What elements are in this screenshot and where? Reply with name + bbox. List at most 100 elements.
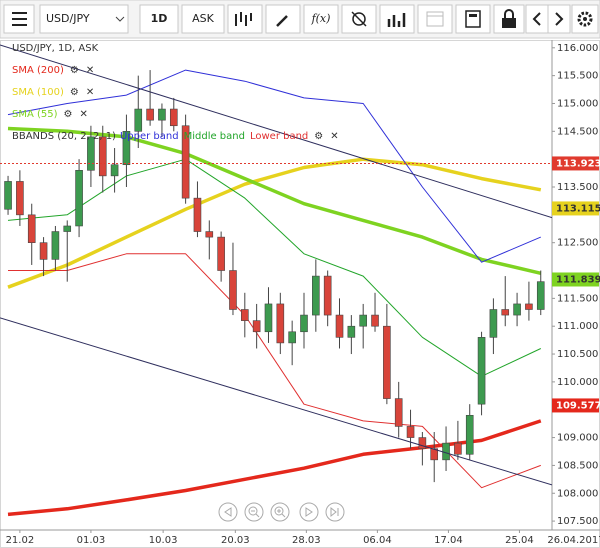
candle-body: [347, 325, 356, 338]
x-tick-label: 06.04: [363, 535, 392, 546]
candle-body: [205, 231, 214, 238]
chart-type-button[interactable]: [227, 4, 263, 34]
candle-body: [418, 437, 427, 450]
sma-line: [7, 126, 542, 276]
remove-icon[interactable]: ✕: [86, 65, 94, 76]
x-tick-label: 17.04: [434, 535, 463, 546]
candle-body: [276, 303, 285, 344]
x-tick-label: 28.03: [292, 535, 321, 546]
price-tag: [552, 398, 599, 413]
y-tick-label: 115.500: [557, 71, 598, 82]
candle-body: [63, 225, 72, 232]
candle-body: [193, 197, 202, 232]
nav-end[interactable]: [325, 502, 345, 522]
zoom-out[interactable]: [244, 502, 264, 522]
timeframe-button[interactable]: 1D: [139, 4, 179, 34]
remove-icon[interactable]: ✕: [86, 87, 94, 98]
candle-body: [430, 448, 439, 461]
candle-body: [335, 314, 344, 338]
y-tick-label: 107.500: [557, 516, 598, 527]
forward-button[interactable]: [547, 4, 571, 34]
price-tag-label: 113.115: [556, 203, 600, 214]
candle-body: [454, 442, 462, 455]
settings-icon[interactable]: ⚙: [70, 65, 79, 76]
candle-body: [536, 281, 545, 310]
legend-entry: BBANDS (20, 2, 2, 1): [12, 131, 116, 142]
bband-line: [7, 158, 542, 377]
calculator-button[interactable]: [455, 4, 491, 34]
zoom-in[interactable]: [270, 502, 290, 522]
indicator-button[interactable]: f(x): [303, 4, 339, 34]
settings-icon[interactable]: ⚙: [64, 109, 73, 120]
draw-button[interactable]: [265, 4, 301, 34]
price-tag-label: 113.923: [556, 158, 600, 169]
candle-body: [394, 398, 403, 427]
side: ASK: [192, 12, 215, 25]
price-tag-label: 111.839: [556, 274, 600, 285]
candle-body: [323, 275, 332, 316]
side-button[interactable]: ASK: [181, 4, 225, 34]
candle-body: [87, 136, 95, 171]
candle-body: [158, 108, 166, 121]
candle-body: [525, 303, 533, 310]
candle-body: [383, 325, 391, 399]
candle-body: [371, 314, 379, 327]
candle-body: [16, 181, 24, 216]
candle-body: [39, 242, 48, 260]
candle-body: [501, 309, 510, 316]
symbol-select[interactable]: USD/JPY: [39, 4, 129, 34]
price-tag: [552, 272, 599, 287]
candle-body: [27, 214, 36, 243]
y-tick-label: 110.500: [557, 349, 598, 360]
lock-button[interactable]: [493, 4, 525, 34]
nav-left[interactable]: [218, 502, 238, 522]
timeframe: 1D: [151, 12, 168, 25]
settings-icon[interactable]: ⚙: [70, 87, 79, 98]
toolbar: USD/JPY 1D ASK f(x): [0, 0, 600, 39]
sma-line: [7, 419, 542, 517]
axes: 107.500 108.000 108.500 109.000 110.000 110.5…: [6, 43, 600, 546]
function: f(x): [311, 12, 331, 25]
y-tick-label: 108.500: [557, 460, 598, 471]
x-tick-label: 20.03: [221, 535, 250, 546]
remove-icon[interactable]: ✕: [80, 109, 88, 120]
menu-button[interactable]: [3, 4, 35, 34]
remove-icon[interactable]: ✕: [330, 131, 338, 142]
candle-body: [241, 309, 249, 321]
legend-entry: SMA (100): [12, 87, 64, 98]
legend-entry: SMA (55): [12, 109, 58, 120]
candle-body: [406, 426, 415, 438]
candle-body: [252, 320, 261, 333]
candle-body: [217, 236, 225, 271]
candle-body: [264, 303, 273, 333]
y-tick-label: 112.500: [557, 238, 598, 249]
bband-line: [7, 69, 541, 263]
candle-body: [288, 331, 296, 344]
candle-body: [465, 414, 474, 455]
candle-body: [122, 131, 131, 166]
calendar-button[interactable]: [417, 4, 453, 34]
bband-line: [8, 253, 541, 489]
price-tag: [552, 201, 599, 216]
candle-body: [75, 169, 83, 227]
candle-body: [300, 314, 308, 333]
nav-right[interactable]: [299, 502, 319, 522]
plot-area: [0, 44, 552, 517]
x-tick-label: 01.03: [77, 535, 106, 546]
end-date: 26.04.2017: [547, 535, 600, 546]
settings-tool-button[interactable]: [341, 4, 377, 34]
candle-body: [181, 125, 190, 199]
settings-button[interactable]: [571, 4, 599, 34]
settings-icon[interactable]: ⚙: [314, 131, 323, 142]
nav-buttons: [218, 502, 345, 522]
y-tick-label: 108.000: [557, 488, 598, 499]
back-button[interactable]: [525, 4, 549, 34]
candle-body: [134, 108, 143, 132]
y-tick-label: 111.500: [557, 293, 598, 304]
y-tick-label: 109.000: [557, 433, 598, 444]
candle-body: [146, 108, 154, 121]
y-tick-label: 114.500: [557, 126, 598, 137]
volume-button[interactable]: [379, 4, 415, 34]
